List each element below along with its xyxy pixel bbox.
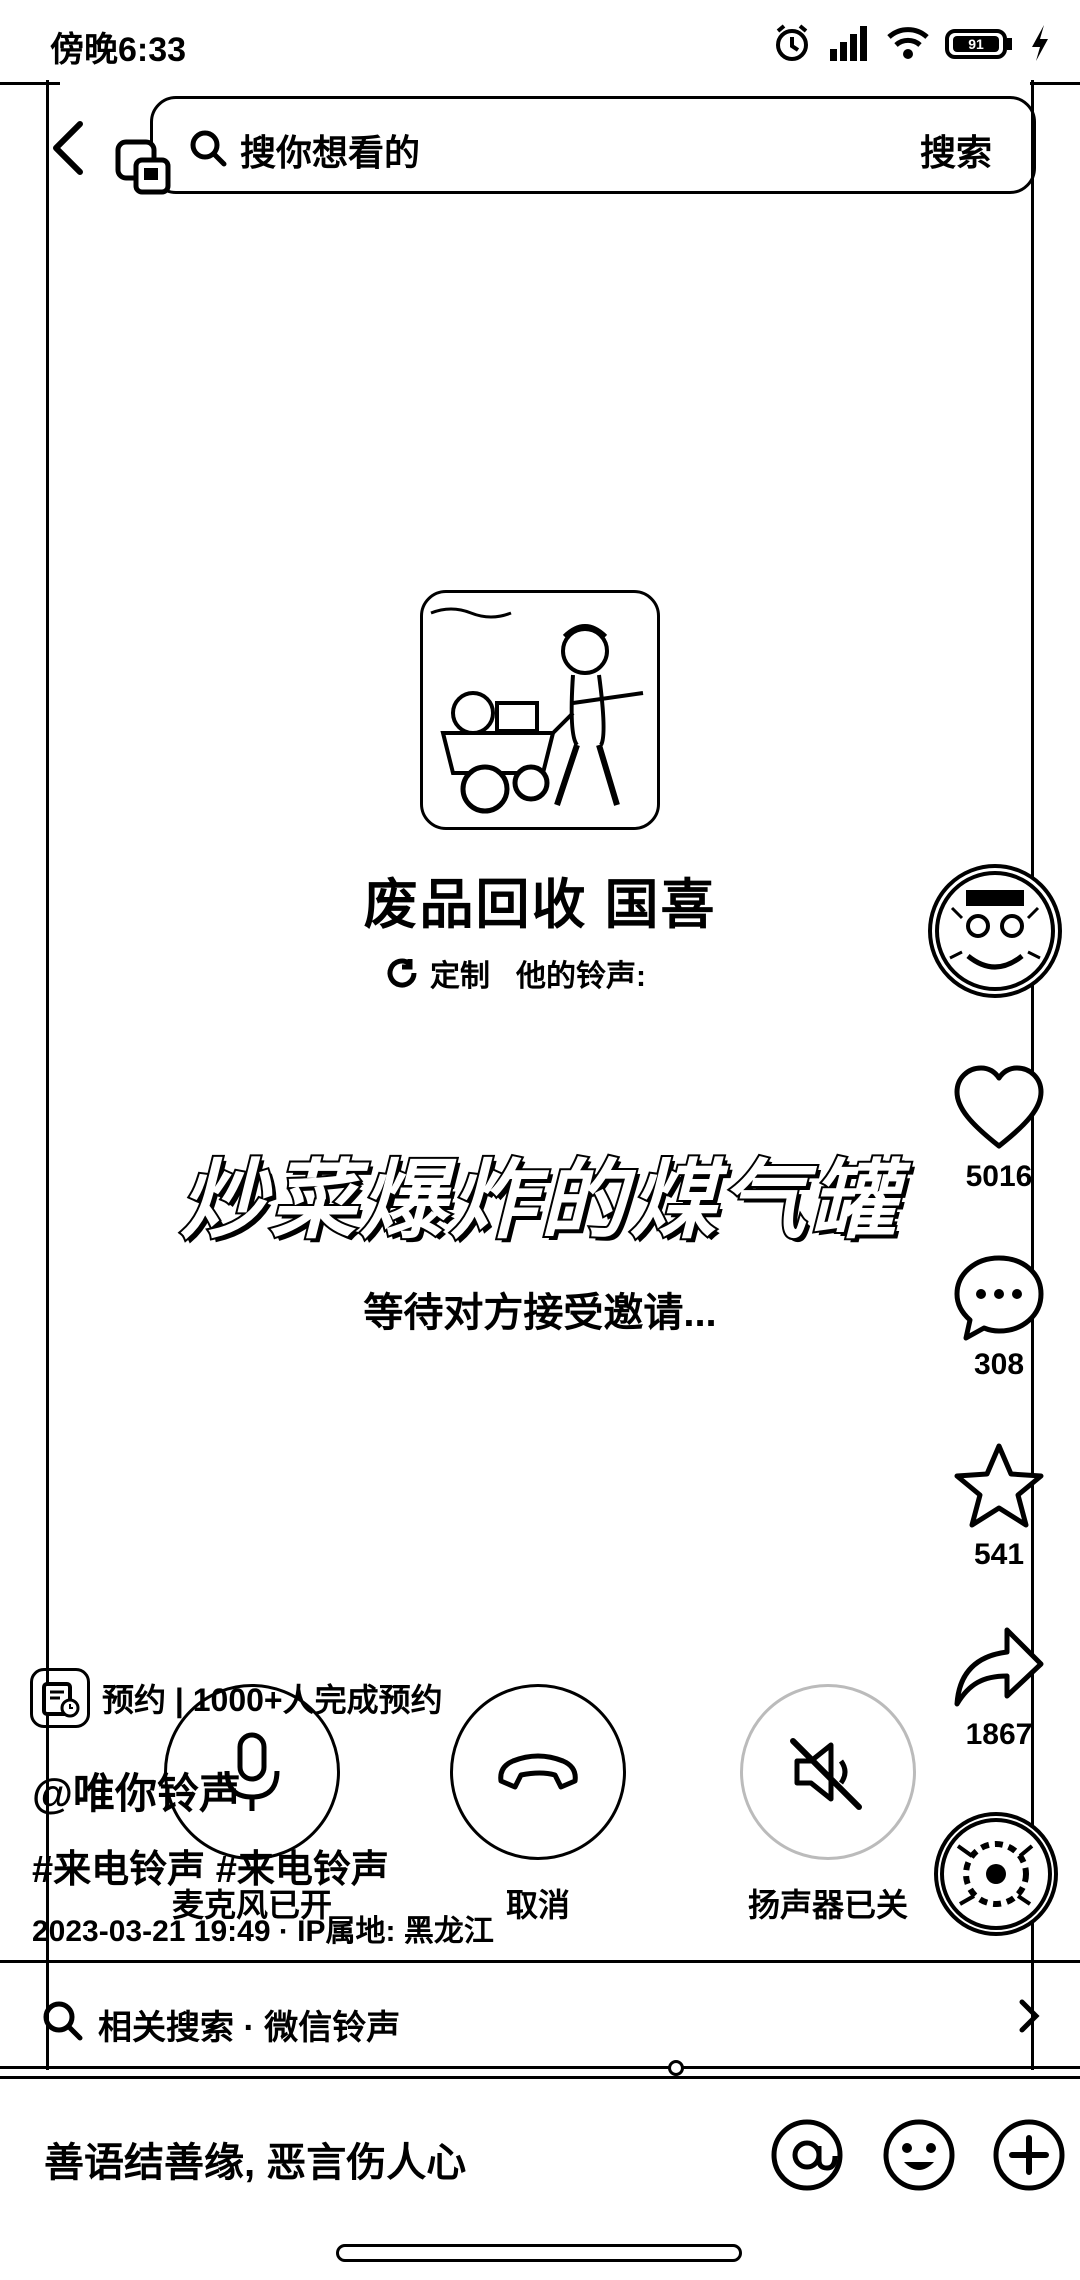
refresh-icon bbox=[387, 958, 417, 988]
caller-artwork bbox=[420, 590, 660, 830]
booking-row[interactable]: 预约 | 1000+人完成预约 bbox=[30, 1666, 443, 1730]
emoji-icon[interactable] bbox=[880, 2116, 958, 2194]
caller-name: 废品回收 国喜 bbox=[363, 875, 717, 935]
mention-icon[interactable] bbox=[768, 2116, 846, 2194]
speaker-label: 扬声器已关 bbox=[747, 1887, 908, 1923]
speaker-button[interactable] bbox=[740, 1684, 916, 1860]
status-time: 傍晚6:33 bbox=[50, 31, 187, 69]
hangup-button[interactable] bbox=[450, 1684, 626, 1860]
frame-line bbox=[0, 2066, 1080, 2069]
frame-line bbox=[0, 2076, 1080, 2079]
hashtags[interactable]: #来电铃声 #来电铃声 bbox=[32, 1849, 389, 1891]
music-disc[interactable] bbox=[934, 1812, 1058, 1936]
home-indicator[interactable] bbox=[336, 2244, 742, 2262]
post-meta: 2023-03-21 19:49 · IP属地: 黑龙江 bbox=[32, 1915, 494, 1948]
calendar-icon bbox=[30, 1668, 90, 1728]
search-button[interactable]: 搜索 bbox=[920, 132, 993, 173]
frame-line bbox=[0, 82, 60, 85]
recycler-illustration bbox=[430, 607, 644, 814]
comment-icon bbox=[954, 1255, 1044, 1341]
share-arrow-icon bbox=[954, 1627, 1044, 1707]
favorite-button[interactable]: 541 bbox=[944, 1440, 1054, 1572]
creator-avatar[interactable] bbox=[928, 864, 1062, 998]
share-count: 1867 bbox=[965, 1718, 1033, 1751]
microphone-icon bbox=[224, 1732, 280, 1811]
share-button[interactable]: 1867 bbox=[944, 1620, 1054, 1752]
avatar-image bbox=[935, 871, 1055, 991]
ringtone-tag[interactable]: 定制 他的铃声: bbox=[384, 948, 646, 998]
add-icon[interactable] bbox=[990, 2116, 1068, 2194]
custom-label: 定制 bbox=[430, 960, 490, 993]
call-status: 等待对方接受邀请... bbox=[363, 1291, 717, 1335]
favorite-count: 541 bbox=[973, 1538, 1025, 1571]
heart-icon bbox=[954, 1065, 1044, 1149]
frame-line bbox=[1030, 82, 1080, 85]
chevron-right-icon[interactable] bbox=[1016, 1996, 1044, 2046]
status-icons: 91 bbox=[770, 18, 1052, 68]
song-title: 炒菜爆炸的煤气罐 bbox=[178, 1151, 900, 1251]
comment-count: 308 bbox=[973, 1348, 1025, 1381]
microphone-label: 麦克风已开 bbox=[171, 1887, 332, 1923]
phone-hangup-icon bbox=[498, 1753, 578, 1790]
search-input[interactable]: 搜你想看的 bbox=[240, 132, 421, 173]
battery-icon: 91 bbox=[945, 29, 1012, 59]
ringtone-text: 他的铃声: bbox=[516, 960, 646, 993]
music-disc-icon bbox=[940, 1818, 1052, 1930]
comment-input[interactable]: 善语结善缘, 恶言伤人心 bbox=[44, 2141, 467, 2185]
alarm-icon bbox=[776, 24, 808, 61]
speaker-muted-icon bbox=[790, 1738, 862, 1810]
comment-button[interactable]: 308 bbox=[944, 1250, 1054, 1382]
search-icon bbox=[43, 2001, 83, 2041]
frame-line bbox=[0, 1960, 1080, 1963]
search-icon bbox=[190, 130, 227, 167]
picture-in-picture-icon[interactable] bbox=[114, 138, 172, 196]
microphone-button[interactable] bbox=[164, 1684, 340, 1860]
booking-text: 预约 | 1000+人完成预约 bbox=[102, 1682, 443, 1718]
author-handle[interactable]: @唯你铃声 bbox=[32, 1770, 241, 1817]
hangup-label: 取消 bbox=[505, 1887, 570, 1923]
back-button[interactable] bbox=[48, 118, 88, 178]
like-button[interactable]: 5016 bbox=[944, 1062, 1054, 1194]
charging-icon bbox=[1032, 25, 1048, 61]
video-progress-handle[interactable] bbox=[668, 2060, 684, 2076]
signal-icon bbox=[830, 26, 867, 61]
related-search-text[interactable]: 相关搜索 · 微信铃声 bbox=[98, 2009, 401, 2047]
wifi-icon bbox=[887, 27, 929, 59]
like-count: 5016 bbox=[965, 1160, 1033, 1193]
star-icon bbox=[954, 1443, 1044, 1528]
svg-text:91: 91 bbox=[968, 36, 984, 52]
